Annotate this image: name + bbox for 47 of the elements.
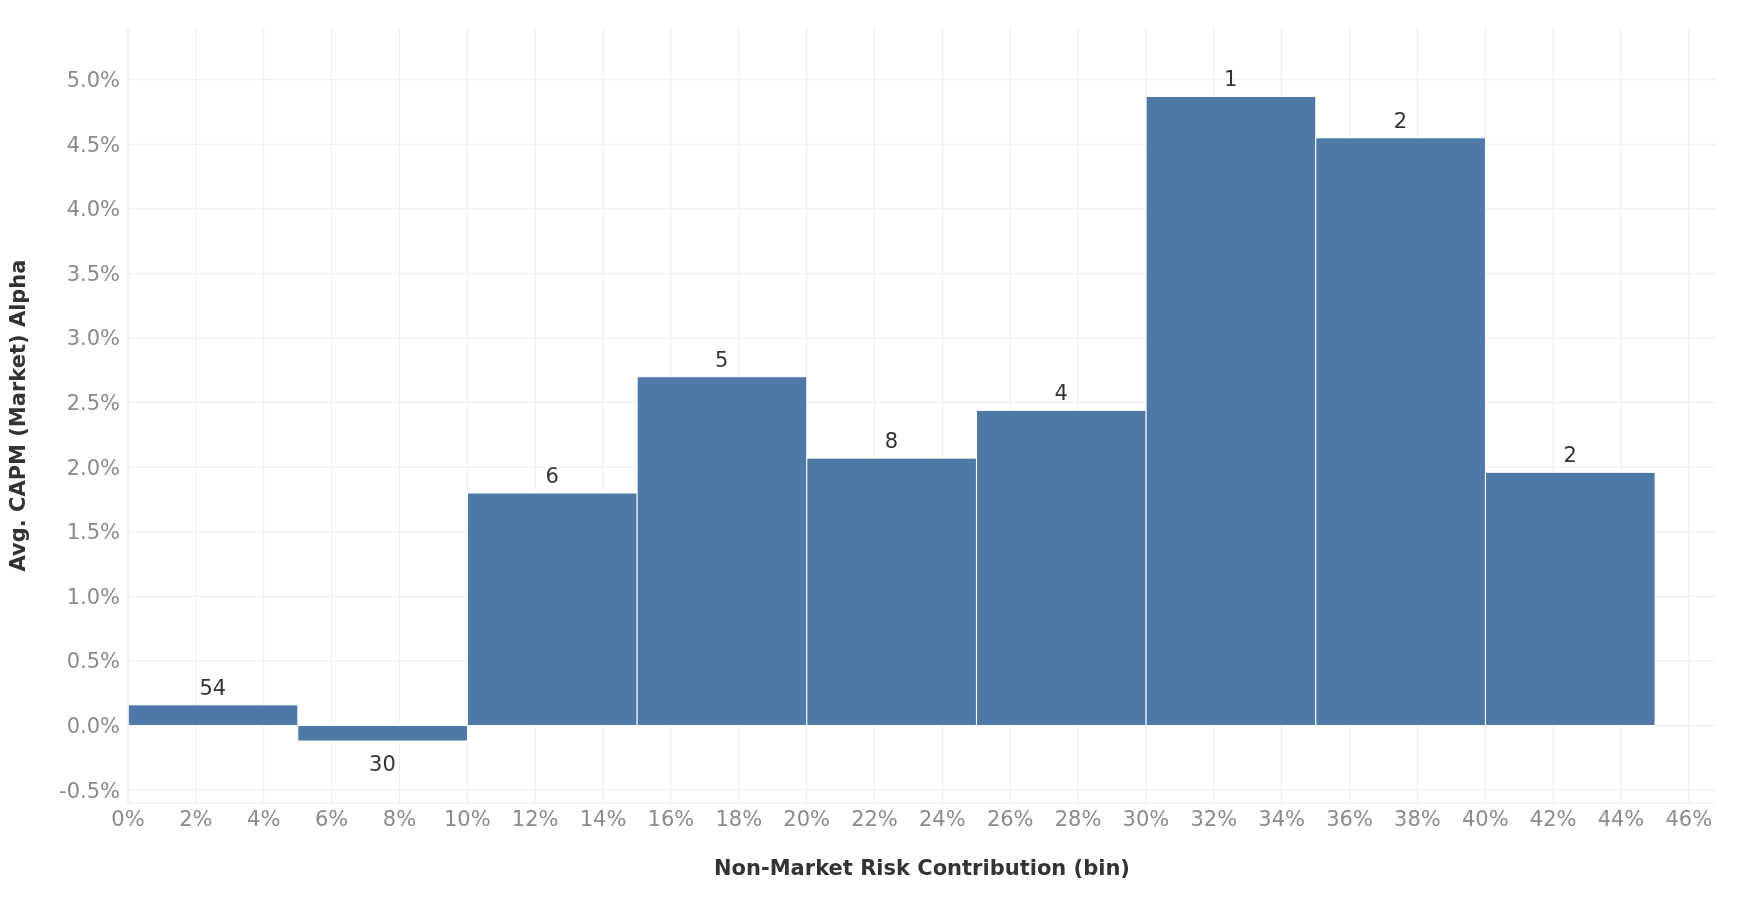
annotation: 54 xyxy=(199,675,227,700)
y-tick-label: 1.0% xyxy=(66,584,120,609)
x-tick-label: 38% xyxy=(1394,806,1441,831)
y-tick-label: 2.0% xyxy=(66,455,120,480)
y-tick-label: 3.5% xyxy=(66,261,120,286)
x-tick-label: 16% xyxy=(647,806,695,831)
annotation: 1 xyxy=(1224,67,1238,92)
x-tick-label: 8% xyxy=(382,806,417,831)
x-tick-label: 20% xyxy=(783,806,830,831)
y-tick-label: 1.5% xyxy=(66,520,120,545)
x-tick-label: 18% xyxy=(715,806,763,831)
y-tick-label: 3.0% xyxy=(66,326,120,351)
x-tick-label: 24% xyxy=(919,806,966,831)
x-axis-title: Non-Market Risk Contribution (bin) xyxy=(714,856,1130,880)
x-tick-label: 0% xyxy=(111,806,145,831)
annotation: 4 xyxy=(1054,381,1068,406)
annotation: 6 xyxy=(545,464,559,488)
x-tick-label: 32% xyxy=(1190,806,1238,831)
x-tick-label: 40% xyxy=(1461,806,1509,831)
y-axis-title: Avg. CAPM (Market) Alpha xyxy=(6,259,31,572)
x-tick-label: 12% xyxy=(511,806,559,831)
annotation: 2 xyxy=(1563,443,1577,468)
x-tick-label: 30% xyxy=(1122,806,1170,831)
y-tick-label: 4.0% xyxy=(66,197,120,222)
x-tick-label: 6% xyxy=(314,806,349,831)
x-tick-label: 46% xyxy=(1665,806,1713,831)
annotation: 8 xyxy=(884,429,899,454)
y-tick-label: -0.5% xyxy=(59,778,120,803)
x-tick-label: 10% xyxy=(443,806,491,831)
x-tick-label: 2% xyxy=(179,806,213,831)
x-tick-label: 14% xyxy=(579,806,627,831)
annotation: 5 xyxy=(715,347,729,372)
x-tick-label: 28% xyxy=(1054,806,1102,831)
x-tick-label: 4% xyxy=(247,806,281,831)
y-tick-label: 5.0% xyxy=(66,68,120,93)
annotation: 30 xyxy=(369,752,396,776)
x-tick-label: 36% xyxy=(1326,806,1373,831)
y-tick-label: 2.5% xyxy=(66,391,120,416)
x-tick-label: 22% xyxy=(851,806,898,831)
y-tick-label: 0.0% xyxy=(66,713,120,738)
y-tick-label: 4.5% xyxy=(66,132,120,157)
x-tick-label: 42% xyxy=(1529,806,1577,831)
y-tick-label: 0.5% xyxy=(66,649,120,674)
x-tick-label: 26% xyxy=(986,806,1034,831)
annotation: 2 xyxy=(1393,108,1408,133)
x-tick-label: 44% xyxy=(1597,806,1645,831)
x-tick-label: 34% xyxy=(1258,806,1306,831)
